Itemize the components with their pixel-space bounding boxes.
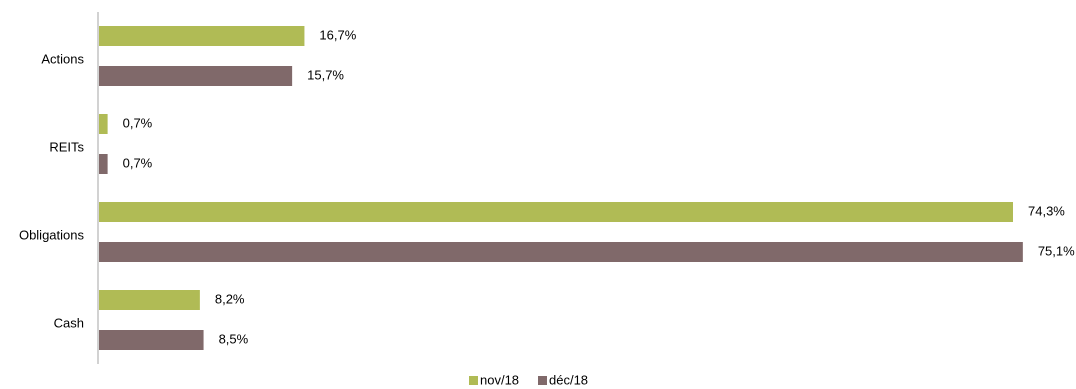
bar-obligations-series-1 <box>99 242 1023 262</box>
data-labels-layer: 16,7% 15,7% 0,7% 0,7% 74,3% 75,1% 8,2% 8,5% <box>123 27 1076 346</box>
category-label-actions: Actions <box>41 51 84 66</box>
data-label-reits-series-1: 0,7% <box>123 155 153 170</box>
data-label-actions-series-1: 15,7% <box>307 67 344 82</box>
data-label-obligations-series-1: 75,1% <box>1038 243 1075 258</box>
category-label-reits: REITs <box>49 139 84 154</box>
data-label-cash-series-0: 8,2% <box>215 291 245 306</box>
bar-cash-series-1 <box>99 330 204 350</box>
data-label-obligations-series-0: 74,3% <box>1028 203 1065 218</box>
data-label-cash-series-1: 8,5% <box>219 331 249 346</box>
bar-actions-series-1 <box>99 66 293 86</box>
bars-layer <box>99 26 1023 350</box>
legend-label-series-0: nov/18 <box>480 372 519 387</box>
bar-reits-series-0 <box>99 114 108 134</box>
category-labels: Actions REITs Obligations Cash <box>19 51 85 330</box>
legend: nov/18 déc/18 <box>469 372 588 387</box>
data-label-actions-series-0: 16,7% <box>319 27 356 42</box>
category-label-obligations: Obligations <box>19 227 85 242</box>
data-label-reits-series-0: 0,7% <box>123 115 153 130</box>
legend-swatch-series-0 <box>469 376 478 385</box>
legend-label-series-1: déc/18 <box>549 372 588 387</box>
legend-swatch-series-1 <box>538 376 547 385</box>
bar-actions-series-0 <box>99 26 305 46</box>
category-label-cash: Cash <box>54 315 84 330</box>
bar-cash-series-0 <box>99 290 200 310</box>
bar-reits-series-1 <box>99 154 108 174</box>
bar-obligations-series-0 <box>99 202 1013 222</box>
